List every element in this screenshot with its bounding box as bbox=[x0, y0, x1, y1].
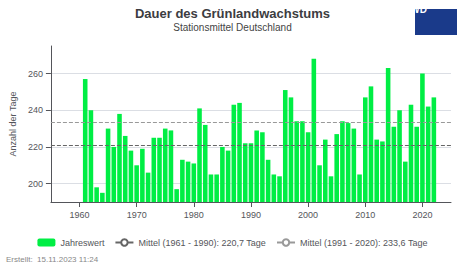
svg-text:Dauer des Grünlandwachstums: Dauer des Grünlandwachstums bbox=[135, 6, 330, 21]
svg-text:1990: 1990 bbox=[241, 210, 261, 220]
svg-text:240: 240 bbox=[28, 105, 43, 115]
svg-text:Stationsmittel Deutschland: Stationsmittel Deutschland bbox=[173, 22, 291, 33]
svg-text:2010: 2010 bbox=[355, 210, 375, 220]
svg-text:2020: 2020 bbox=[412, 210, 432, 220]
svg-text:200: 200 bbox=[28, 179, 43, 189]
svg-text:Erstellt: 15.11.2023 11:24: Erstellt: 15.11.2023 11:24 bbox=[6, 255, 99, 264]
svg-text:2000: 2000 bbox=[298, 210, 318, 220]
svg-text:Jahreswert: Jahreswert bbox=[60, 238, 105, 248]
svg-text:260: 260 bbox=[28, 69, 43, 79]
svg-text:1980: 1980 bbox=[184, 210, 204, 220]
svg-text:1960: 1960 bbox=[69, 210, 89, 220]
svg-text:Mittel (1991 - 2020): 233,6 Ta: Mittel (1991 - 2020): 233,6 Tage bbox=[300, 238, 427, 248]
svg-text:Mittel (1961 - 1990): 220,7 Ta: Mittel (1961 - 1990): 220,7 Tage bbox=[138, 238, 265, 248]
svg-text:DWD: DWD bbox=[403, 4, 427, 15]
svg-text:1970: 1970 bbox=[127, 210, 147, 220]
svg-text:Anzahl der Tage: Anzahl der Tage bbox=[8, 92, 18, 157]
svg-text:220: 220 bbox=[28, 142, 43, 152]
